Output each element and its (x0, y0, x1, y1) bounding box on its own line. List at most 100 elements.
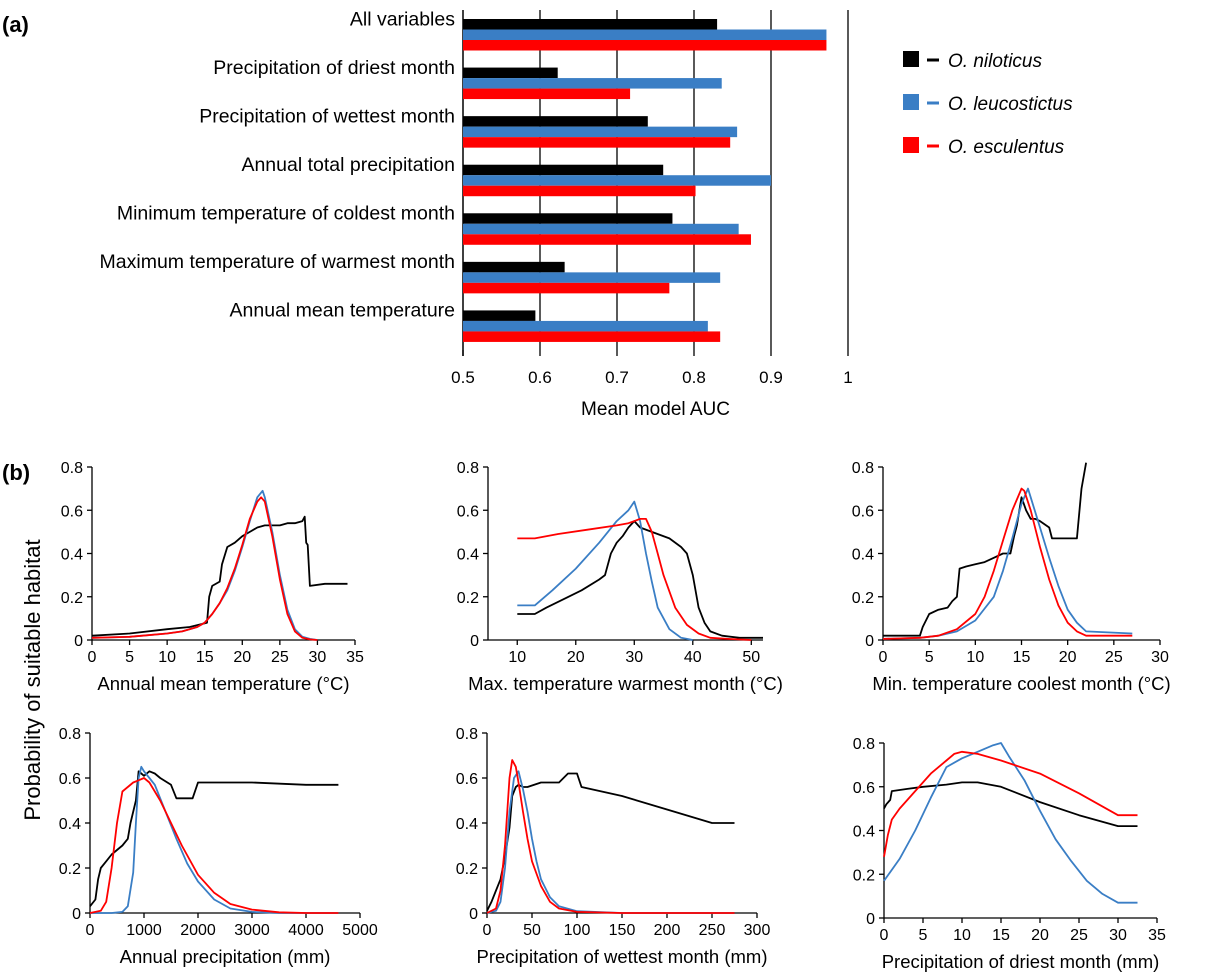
y-tick-label: 0.6 (456, 771, 478, 788)
bar (463, 175, 771, 186)
panel-b-response-curves: 0 0.2 0.4 0.6 0.8 0 5 10 15 20 25 30 35 Annual mean t… (59, 460, 1171, 972)
legend-swatch (903, 137, 919, 153)
x-axis-label: Min. temperature coolest month (°C) (872, 673, 1170, 694)
series-line (89, 770, 339, 907)
legend-swatch (903, 51, 919, 67)
x-tick-label: 30 (1109, 927, 1127, 944)
y-tick-label: 0 (72, 906, 81, 923)
panel-a-label: (a) (2, 12, 29, 37)
y-tick-label: 0.4 (61, 547, 83, 564)
bar (463, 67, 558, 79)
x-tick-label: 1000 (126, 922, 162, 939)
legend-label: O. leucostictus (948, 94, 1073, 115)
panel-b-label: (b) (2, 460, 30, 485)
x-tick-label: 200 (654, 922, 681, 939)
x-axis-label: Annual mean temperature (°C) (97, 673, 349, 694)
x-tick-label: 150 (609, 922, 636, 939)
x-tick-label: 300 (744, 922, 771, 939)
x-tick-label: 5 (919, 927, 928, 944)
x-tick-label: 15 (1013, 649, 1031, 666)
x-tick-label: 20 (1059, 649, 1077, 666)
series-line (883, 462, 1087, 637)
x-tick-label: 250 (699, 922, 726, 939)
y-tick-label: 0.6 (61, 503, 83, 520)
bar (463, 137, 731, 148)
x-tick-label: 0.6 (528, 368, 552, 387)
x-tick-label: 1 (843, 368, 852, 387)
bar (463, 310, 536, 321)
series-line (883, 781, 1138, 827)
x-axis-label: Precipitation of driest month (mm) (882, 951, 1160, 972)
legend-swatch (903, 94, 919, 110)
x-tick-label: 25 (1070, 927, 1088, 944)
category-label: Minimum temperature of coldest month (117, 203, 455, 225)
x-tick-label: 0 (879, 649, 888, 666)
y-tick-label: 0.8 (853, 736, 875, 753)
category-label: Precipitation of driest month (213, 57, 455, 79)
x-tick-label: 5 (925, 649, 934, 666)
x-tick-label: 5000 (342, 922, 378, 939)
y-tick-label: 0.8 (457, 460, 479, 477)
x-tick-label: 30 (309, 649, 327, 666)
x-tick-label: 15 (196, 649, 214, 666)
x-tick-label: 25 (1105, 649, 1123, 666)
y-tick-label: 0.2 (59, 861, 81, 878)
response-curve-chart: 0 0.2 0.4 0.6 0.8 0 1000 2000 3000 4000 5000 Annual… (59, 726, 378, 967)
x-tick-label: 10 (158, 649, 176, 666)
bar (463, 164, 664, 176)
y-tick-label: 0.8 (61, 460, 83, 477)
y-tick-label: 0 (74, 633, 83, 650)
category-label: Annual total precipitation (241, 154, 455, 176)
legend-label: O. esculentus (948, 137, 1065, 158)
y-tick-label: 0.8 (456, 726, 478, 743)
bar (463, 320, 708, 332)
panel-a-bar-chart: 0.5 0.6 0.7 0.8 0.9 1 Mean model AUC All variab… (100, 8, 853, 420)
bar (463, 272, 721, 283)
x-axis-label: Mean model AUC (581, 399, 730, 420)
y-tick-label: 0.2 (61, 590, 83, 607)
x-tick-label: 35 (1148, 927, 1166, 944)
y-tick-label: 0.2 (457, 590, 479, 607)
bar (463, 331, 721, 342)
x-axis-label: Precipitation of wettest month (mm) (477, 946, 768, 967)
x-tick-label: 30 (1151, 649, 1169, 666)
category-label: Maximum temperature of warmest month (100, 251, 455, 273)
bar (463, 19, 718, 30)
x-tick-label: 3000 (234, 922, 270, 939)
legend: O. niloticus O. leucostictus O. esculentus (903, 51, 1073, 158)
series-line (517, 500, 693, 641)
series-line (517, 518, 752, 641)
x-tick-label: 20 (233, 649, 251, 666)
series-line (882, 487, 1133, 640)
bar (463, 29, 827, 40)
series-line (882, 487, 1133, 640)
category-label: All variables (350, 8, 455, 30)
x-tick-label: 5 (125, 649, 134, 666)
y-tick-label: 0.2 (852, 590, 874, 607)
response-curve-chart: 0 0.2 0.4 0.6 0.8 0 5 10 15 20 25 30 35 Precipitation… (853, 736, 1166, 972)
bar (463, 185, 696, 197)
x-tick-label: 20 (1031, 927, 1049, 944)
y-tick-label: 0.6 (457, 503, 479, 520)
bar (463, 78, 722, 89)
series-line (486, 770, 735, 914)
y-tick-label: 0.2 (456, 861, 478, 878)
bar (463, 116, 648, 127)
category-label: Annual mean temperature (230, 300, 455, 322)
x-tick-label: 2000 (180, 922, 216, 939)
y-tick-label: 0.4 (853, 824, 875, 841)
x-tick-label: 4000 (288, 922, 324, 939)
category-label: Precipitation of wettest month (199, 105, 455, 127)
bar (463, 223, 739, 235)
shared-y-axis-label: Probability of suitable habitat (20, 539, 45, 820)
bar (463, 234, 751, 245)
x-tick-label: 40 (684, 649, 702, 666)
y-tick-label: 0 (865, 633, 874, 650)
x-tick-label: 100 (564, 922, 591, 939)
series-line (91, 515, 348, 637)
series-line (90, 765, 339, 914)
x-tick-label: 10 (966, 649, 984, 666)
x-tick-label: 50 (742, 649, 760, 666)
series-line (89, 777, 339, 914)
x-tick-label: 0.7 (605, 368, 629, 387)
